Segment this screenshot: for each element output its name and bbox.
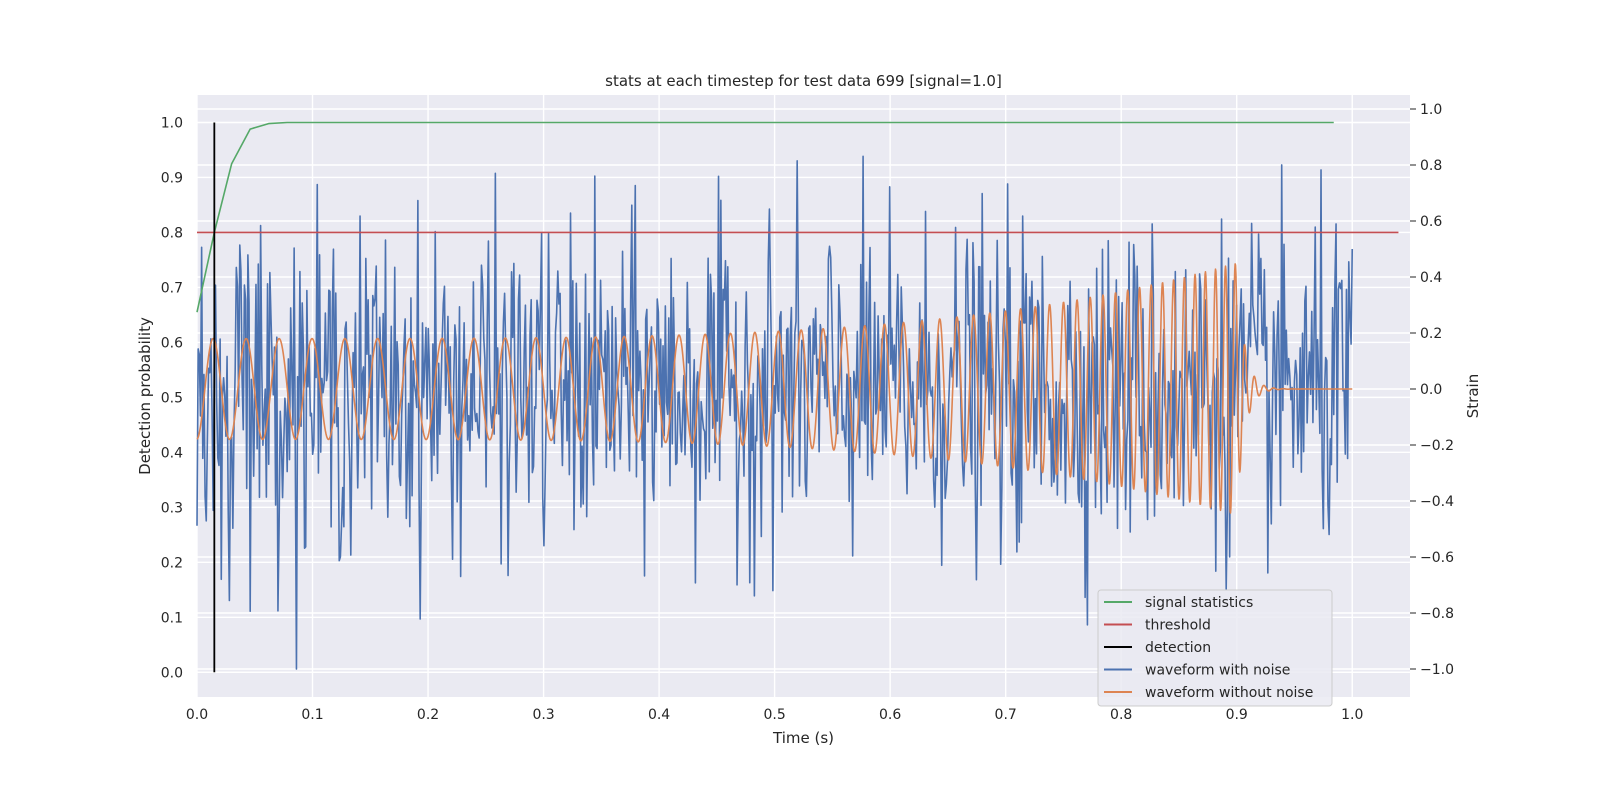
legend-box bbox=[1097, 589, 1333, 707]
y-axis-label: Detection probability bbox=[136, 317, 154, 475]
legend-label: waveform without noise bbox=[1145, 685, 1313, 701]
x-axis-label: Time (s) bbox=[772, 729, 834, 747]
y2-tick-label: −0.4 bbox=[1420, 494, 1454, 510]
y-tick-label: 0.9 bbox=[161, 170, 183, 186]
y2-tick-label: 0.6 bbox=[1420, 214, 1442, 230]
x-tick-label: 0.1 bbox=[301, 707, 323, 723]
x-tick-label: 1.0 bbox=[1341, 707, 1363, 723]
legend: signal statistics threshold detection wavef… bbox=[1097, 589, 1333, 707]
signal-statistics-line bbox=[196, 121, 1334, 313]
legend-label: waveform with noise bbox=[1145, 663, 1290, 679]
y2-tick-label: −0.6 bbox=[1420, 550, 1454, 566]
y-axis-ticks: 0.0 0.1 0.2 0.3 0.4 0.5 0.6 0.7 0.8 0.9 1.0 bbox=[161, 115, 183, 681]
x-tick-label: 0.6 bbox=[879, 707, 901, 723]
y2-tick-label: 0.2 bbox=[1420, 326, 1442, 342]
legend-label: signal statistics bbox=[1145, 595, 1253, 611]
chart-title: stats at each timestep for test data 699… bbox=[605, 72, 1002, 90]
y-tick-label: 0.6 bbox=[161, 335, 183, 351]
y-tick-label: 0.3 bbox=[161, 500, 183, 516]
y-tick-label: 0.0 bbox=[161, 665, 183, 681]
y-tick-label: 0.4 bbox=[161, 445, 183, 461]
y2-axis-label: Strain bbox=[1464, 374, 1482, 418]
y2-tick-label: 0.0 bbox=[1420, 382, 1442, 398]
waveform-without-noise-line bbox=[196, 263, 1353, 514]
x-tick-label: 0.0 bbox=[186, 707, 208, 723]
x-tick-label: 0.7 bbox=[995, 707, 1017, 723]
y-tick-label: 0.5 bbox=[161, 390, 183, 406]
x-tick-label: 0.5 bbox=[763, 707, 785, 723]
y2-tick-label: 1.0 bbox=[1420, 102, 1442, 118]
y2-tick-label: 0.8 bbox=[1420, 158, 1442, 174]
y-tick-label: 0.8 bbox=[161, 225, 183, 241]
y2-axis-ticks: −1.0 −0.8 −0.6 −0.4 −0.2 0.0 0.2 0.4 0.6 0.8 1.0 bbox=[1410, 102, 1454, 678]
legend-label: detection bbox=[1145, 640, 1211, 656]
y-tick-label: 1.0 bbox=[161, 115, 183, 131]
y2-tick-label: −0.2 bbox=[1420, 438, 1454, 454]
y-tick-label: 0.7 bbox=[161, 280, 183, 296]
series-layer bbox=[196, 121, 1399, 673]
y-tick-label: 0.1 bbox=[161, 610, 183, 626]
x-axis-ticks: 0.0 0.1 0.2 0.3 0.4 0.5 0.6 0.7 0.8 0.9 1.0 bbox=[186, 707, 1364, 723]
x-tick-label: 0.2 bbox=[417, 707, 439, 723]
y-tick-label: 0.2 bbox=[161, 555, 183, 571]
x-tick-label: 0.9 bbox=[1226, 707, 1248, 723]
x-tick-label: 0.3 bbox=[532, 707, 554, 723]
y2-tick-label: 0.4 bbox=[1420, 270, 1442, 286]
y2-tick-label: −0.8 bbox=[1420, 606, 1454, 622]
x-tick-label: 0.8 bbox=[1110, 707, 1132, 723]
legend-label: threshold bbox=[1145, 618, 1211, 634]
x-tick-label: 0.4 bbox=[648, 707, 670, 723]
y2-tick-label: −1.0 bbox=[1420, 662, 1454, 678]
